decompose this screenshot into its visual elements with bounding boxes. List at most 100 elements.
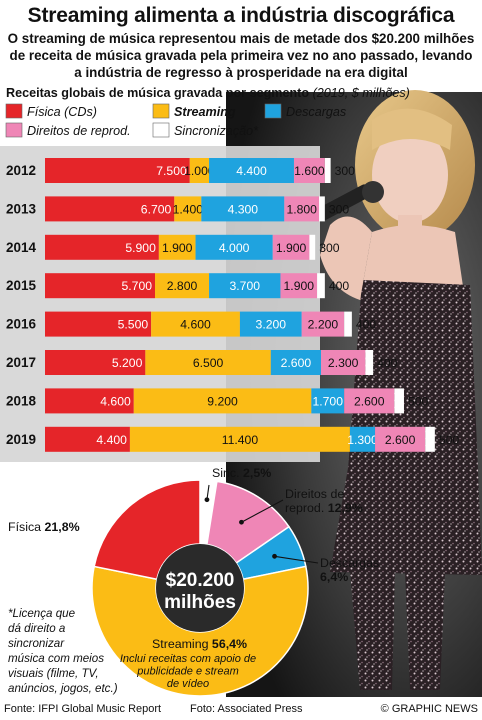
bar-value-label: 5.700 [122, 279, 153, 293]
bar-segment [45, 196, 175, 222]
descargas-leader-line-dot [272, 553, 277, 559]
footnote-line: visuais (filme, TV, [8, 667, 99, 680]
bar-segment [375, 426, 426, 452]
bar-value-label: 1.900 [284, 279, 315, 293]
bar-value-label: 3.700 [230, 279, 261, 293]
bar-value-label: 400 [356, 318, 377, 332]
footnote-line: sincronizar [8, 637, 65, 650]
bar-value-label: 1.600 [294, 164, 325, 178]
direitos-leader-line-dot [239, 519, 244, 525]
bar-value-label: 300 [329, 202, 350, 216]
bar-value-label: 6.500 [193, 356, 224, 370]
slice-percent: 21,8% [45, 520, 80, 534]
bar-segment [45, 273, 156, 299]
bar-segment [239, 311, 302, 337]
bar-segment [319, 196, 325, 222]
legend-label: Sincronização* [174, 124, 259, 138]
bar-segment [324, 158, 331, 183]
bar-segment [155, 273, 210, 299]
bar-segment [158, 234, 196, 260]
bar-segment [209, 273, 281, 299]
year-label: 2015 [6, 278, 37, 293]
sinc-leader-line-dot [204, 497, 210, 503]
donut-center [156, 544, 244, 632]
bar-segment [209, 158, 294, 183]
footnote-line: música com meios [8, 652, 104, 665]
source-note: Fonte: IFPI Global Music Report [4, 703, 162, 715]
bar-segment [45, 350, 146, 375]
bar-segment [394, 388, 404, 414]
bar-segment [129, 426, 350, 452]
photo-credit: Foto: Associated Press [190, 703, 303, 715]
bar-value-label: 2.300 [328, 356, 359, 370]
legend-label: Física (CDs) [27, 105, 97, 119]
subtitle-line: a indústria de regresso à prosperidade n… [74, 65, 408, 80]
footnote-line: dá direito a [8, 622, 66, 635]
footnote-line: anúncios, jogos, etc.) [8, 682, 118, 695]
bar-value-label: 4.400 [236, 164, 267, 178]
bar-segment [344, 388, 395, 414]
bar-segment [45, 158, 190, 183]
slice-label-descargas: Descargas [320, 556, 379, 570]
page-title: Streaming alimenta a indústria discográf… [27, 4, 455, 27]
bar-segment [45, 426, 130, 452]
bar-value-label: 2.200 [308, 318, 339, 332]
bar-segment [195, 234, 273, 260]
bar-segment [280, 273, 318, 299]
bar-segment [317, 273, 325, 299]
bar-value-label: 4.400 [96, 433, 127, 447]
year-label: 2013 [6, 201, 37, 216]
donut-center-value: $20.200 [166, 570, 235, 591]
legend-swatch [152, 122, 170, 138]
bar-value-label: 1.000 [184, 164, 215, 178]
slice-label-direitos: Direitos de [285, 487, 344, 501]
bar-segment [311, 388, 345, 414]
bar-segment [201, 196, 285, 222]
year-label: 2012 [6, 163, 36, 178]
year-label: 2014 [6, 240, 37, 255]
bar-segment [293, 158, 325, 183]
slice-label-descargas-value: 6,4% [320, 570, 348, 584]
bar-chart-background [0, 146, 320, 462]
direitos-leader-line [241, 499, 284, 523]
bar-segment [365, 350, 374, 375]
bar-segment [270, 350, 321, 375]
chart-heading-unit: (2019, $ milhões) [312, 86, 410, 100]
bar-value-label: 2.600 [385, 433, 416, 447]
streaming-annotation: de vídeo [167, 678, 209, 690]
bar-value-label: 2.600 [354, 394, 385, 408]
bar-segment [349, 426, 376, 452]
bar-segment [272, 234, 310, 260]
legend-swatch [5, 122, 23, 138]
bar-value-label: 300 [319, 241, 340, 255]
slice-percent: 12,9% [328, 501, 363, 515]
legend-swatch [152, 103, 170, 119]
bar-segment [309, 234, 316, 260]
singer-photo [226, 90, 482, 697]
year-label: 2016 [6, 317, 37, 332]
bar-segment [320, 350, 366, 375]
bar-value-label: 500 [408, 394, 429, 408]
slice-label-fisica: Física 21,8% [8, 520, 80, 534]
bar-segment [133, 388, 312, 414]
streaming-annotation: Inclui receitas com apoio de [120, 653, 256, 665]
bar-value-label: 4.000 [219, 241, 250, 255]
footnote-line: *Licença que [8, 607, 76, 620]
bar-value-label: 5.900 [125, 241, 156, 255]
bar-value-label: 400 [377, 356, 398, 370]
bar-value-label: 1.900 [162, 241, 193, 255]
bar-value-label: 7.500 [156, 164, 187, 178]
bar-value-label: 1.900 [276, 241, 307, 255]
bar-value-label: 4.300 [228, 202, 259, 216]
bar-value-label: 6.700 [141, 202, 172, 216]
bar-value-label: 2.600 [281, 356, 312, 370]
chart-heading: Receitas globais de música gravada por s… [6, 86, 410, 100]
publisher-credit: © GRAPHIC NEWS [380, 703, 478, 715]
bar-value-label: 3.200 [256, 318, 287, 332]
year-label: 2018 [6, 393, 37, 408]
bar-value-label: 9.200 [207, 394, 238, 408]
streaming-annotation: publicidade e stream [136, 666, 239, 678]
chart-heading-text: Receitas globais de música gravada por s… [6, 86, 310, 100]
bar-value-label: 1.800 [286, 202, 317, 216]
